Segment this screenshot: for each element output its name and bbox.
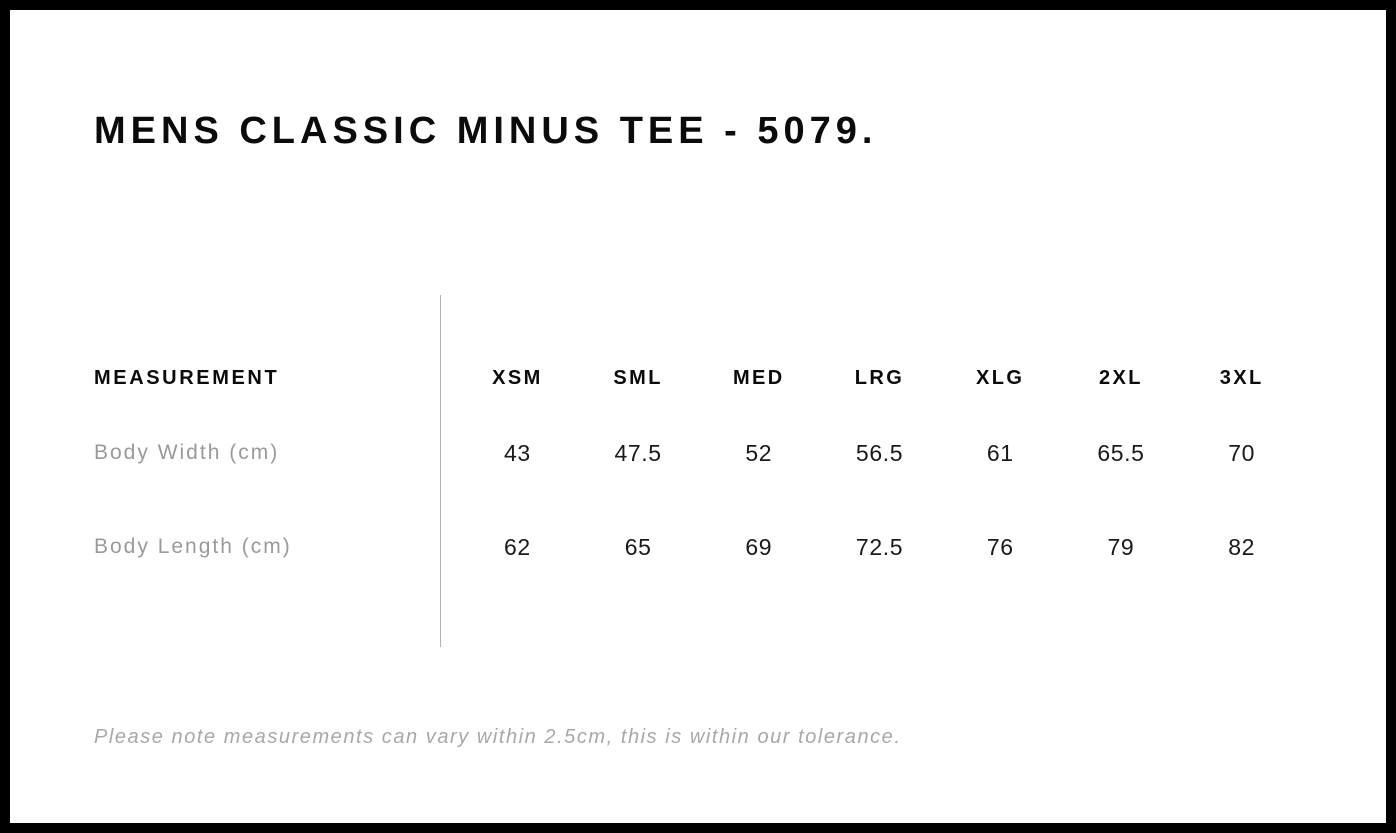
tolerance-footnote: Please note measurements can vary within… xyxy=(94,726,902,748)
cell-body-width-lrg: 56.5 xyxy=(855,439,904,466)
page-canvas: MENS CLASSIC MINUS TEE - 5079. MEASUREME… xyxy=(10,10,1386,823)
cell-body-length-xsm: 62 xyxy=(504,533,531,560)
cell-body-length-lrg: 72.5 xyxy=(855,533,904,560)
cell-body-length-3xl: 82 xyxy=(1228,533,1256,560)
page-title: MENS CLASSIC MINUS TEE - 5079. xyxy=(94,110,878,152)
cell-body-length-2xl: 79 xyxy=(1107,533,1135,560)
cell-body-width-sml: 47.5 xyxy=(614,439,662,466)
column-header-xlg: XLG xyxy=(976,366,1025,389)
cell-body-width-med: 52 xyxy=(745,439,773,466)
column-header-xsm: XSM xyxy=(492,366,543,389)
column-header-lrg: LRG xyxy=(854,366,905,389)
cell-body-width-3xl: 70 xyxy=(1228,439,1256,466)
cell-body-length-sml: 65 xyxy=(624,533,652,560)
table-row: Body Length (cm) 62 65 69 72.5 76 79 82 xyxy=(94,500,1302,594)
cell-body-width-xsm: 43 xyxy=(504,439,531,466)
table-header-row: MEASUREMENT XSM SML MED LRG XLG 2XL 3XL xyxy=(94,350,1302,406)
size-chart-table: MEASUREMENT XSM SML MED LRG XLG 2XL 3XL … xyxy=(94,350,1302,594)
cell-body-length-med: 69 xyxy=(745,533,773,560)
column-header-2xl: 2XL xyxy=(1098,366,1143,389)
column-header-measurement: MEASUREMENT xyxy=(94,366,280,389)
row-label-body-width: Body Width (cm) xyxy=(94,441,280,464)
table-vertical-divider xyxy=(440,295,441,647)
cell-body-width-xlg: 61 xyxy=(986,439,1014,466)
column-header-sml: SML xyxy=(613,366,663,389)
cell-body-width-2xl: 65.5 xyxy=(1097,439,1145,466)
table-row: Body Width (cm) 43 47.5 52 56.5 61 65.5 … xyxy=(94,406,1302,500)
row-label-body-length: Body Length (cm) xyxy=(94,535,292,558)
cell-body-length-xlg: 76 xyxy=(986,533,1014,560)
column-header-3xl: 3XL xyxy=(1219,366,1264,389)
column-header-med: MED xyxy=(732,366,785,389)
